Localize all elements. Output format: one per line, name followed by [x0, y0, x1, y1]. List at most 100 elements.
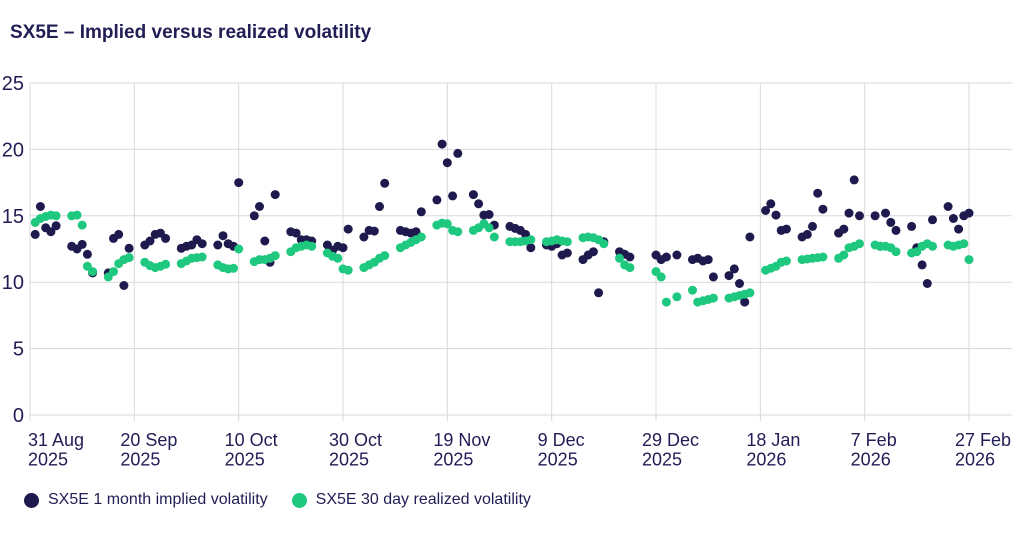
data-point — [729, 264, 739, 274]
data-point — [740, 297, 750, 307]
data-point — [708, 272, 718, 282]
data-point — [359, 232, 369, 242]
data-point — [416, 232, 426, 242]
data-point — [849, 175, 859, 185]
data-point — [594, 288, 604, 298]
data-point — [839, 250, 849, 260]
chart-legend: SX5E 1 month implied volatility SX5E 30 … — [24, 491, 531, 509]
data-point — [917, 260, 927, 270]
y-tick-label: 5 — [13, 339, 24, 361]
data-point — [489, 232, 499, 242]
legend-label-realized: SX5E 30 day realized volatility — [315, 491, 531, 508]
x-tick-label-date: 19 Nov — [433, 430, 490, 450]
x-tick-label-date: 18 Jan — [746, 430, 800, 450]
data-point — [30, 229, 40, 239]
x-tick-label-date: 31 Aug — [28, 430, 84, 450]
data-point — [369, 226, 379, 236]
x-tick-label-year: 2025 — [28, 450, 68, 470]
data-point — [588, 247, 598, 257]
data-point — [161, 259, 171, 269]
data-point — [124, 253, 134, 263]
data-point — [625, 252, 635, 262]
data-point — [270, 251, 280, 261]
data-point — [51, 221, 61, 231]
y-tick-label: 0 — [13, 405, 24, 427]
data-point — [881, 208, 890, 218]
data-point — [818, 204, 828, 214]
data-point — [77, 239, 87, 249]
data-point — [943, 202, 953, 211]
data-point — [656, 272, 666, 282]
data-point — [380, 251, 390, 261]
data-point — [484, 223, 494, 233]
data-point — [688, 285, 697, 295]
data-point — [928, 215, 937, 225]
data-point — [844, 208, 854, 218]
data-point — [870, 211, 880, 221]
data-point — [474, 199, 484, 209]
data-point — [781, 224, 791, 234]
data-point — [35, 202, 45, 211]
legend-item-implied: SX5E 1 month implied volatility — [24, 491, 268, 509]
data-point — [51, 211, 61, 221]
data-point — [109, 267, 118, 277]
realized-series-dot-icon — [291, 492, 307, 508]
data-point — [766, 199, 776, 209]
data-point — [928, 241, 937, 251]
data-point — [218, 231, 228, 241]
x-tick-label-date: 27 Feb — [955, 430, 1011, 450]
data-point — [771, 210, 781, 220]
x-tick-label-year: 2025 — [120, 450, 160, 470]
legend-item-realized: SX5E 30 day realized volatility — [291, 491, 531, 509]
data-point — [249, 211, 259, 221]
data-point — [453, 148, 463, 158]
data-point — [260, 236, 270, 246]
data-point — [88, 267, 98, 277]
x-tick-label-year: 2025 — [329, 450, 369, 470]
data-point — [46, 227, 56, 237]
data-point — [735, 279, 744, 288]
x-tick-label-date: 9 Dec — [538, 430, 585, 450]
data-point — [781, 256, 791, 266]
data-point — [442, 219, 452, 229]
data-point — [213, 240, 223, 250]
y-tick-label: 25 — [2, 73, 24, 95]
data-point — [813, 188, 823, 198]
data-point — [145, 236, 155, 246]
data-point — [672, 250, 682, 260]
data-point — [484, 210, 494, 219]
data-point — [855, 211, 864, 221]
x-tick-label-date: 20 Sep — [120, 430, 177, 450]
data-point — [333, 253, 343, 263]
data-point — [526, 243, 536, 253]
data-point — [724, 271, 734, 281]
x-tick-label-year: 2025 — [642, 450, 682, 470]
data-point — [745, 232, 755, 242]
data-point — [114, 229, 124, 239]
data-point — [954, 224, 964, 234]
data-point — [599, 239, 609, 249]
data-point — [562, 237, 572, 247]
data-point — [808, 221, 817, 231]
implied-volatility-points — [30, 139, 974, 307]
data-point — [615, 253, 624, 263]
data-point — [625, 263, 635, 273]
data-point — [124, 243, 134, 253]
data-point — [526, 235, 536, 245]
implied-series-dot-icon — [24, 492, 39, 508]
data-point — [343, 224, 353, 234]
data-point — [82, 249, 92, 259]
data-point — [432, 195, 442, 205]
x-tick-label-year: 2026 — [955, 450, 995, 470]
data-point — [672, 292, 682, 302]
data-point — [959, 239, 969, 249]
data-point — [661, 297, 671, 307]
data-point — [270, 190, 280, 200]
data-point — [442, 158, 452, 168]
data-point — [855, 239, 864, 249]
x-tick-label-date: 7 Feb — [851, 430, 897, 450]
data-point — [375, 202, 384, 211]
data-point — [234, 178, 244, 188]
